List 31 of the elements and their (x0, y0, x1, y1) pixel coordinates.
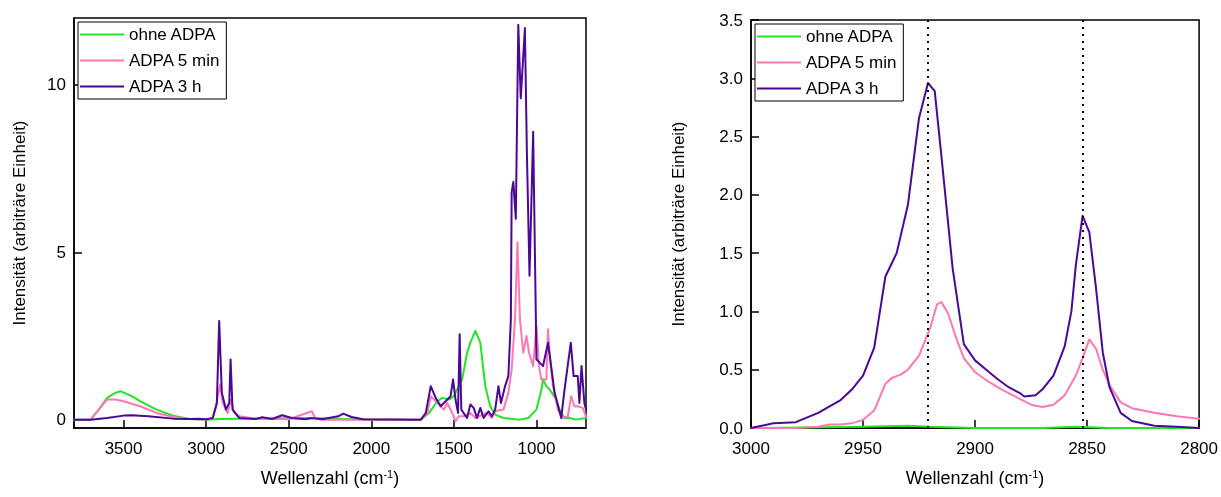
x-tick-label: 1500 (434, 439, 473, 458)
x-tick-label: 2850 (1068, 439, 1106, 458)
legend-label: ADPA 3 h (806, 79, 879, 98)
x-tick-label: 1000 (517, 439, 556, 458)
line-series (73, 23, 587, 421)
y-tick-label: 3.5 (719, 10, 743, 30)
y-tick-label: 0 (56, 410, 66, 430)
x-tick-label: 2000 (352, 439, 391, 458)
x-tick-label: 2900 (956, 439, 994, 458)
y-tick-label: 1.5 (719, 243, 743, 263)
y-axis-title: Intensität (arbiträre Einheit) (669, 121, 688, 327)
x-tick-label: 3500 (104, 439, 143, 458)
legend-label: ohne ADPA (129, 25, 217, 44)
x-tick-label: 2800 (1180, 439, 1218, 458)
x-tick-label: 3000 (732, 439, 770, 458)
legend-label: ADPA 5 min (806, 53, 897, 72)
y-tick-label: 2.0 (719, 185, 743, 205)
y-tick-label: 5 (56, 242, 66, 262)
x-tick-label: 3000 (187, 439, 226, 458)
legend-label: ADPA 5 min (129, 51, 220, 70)
y-tick-label: 1.0 (719, 301, 743, 321)
y-tick-label: 3.0 (719, 68, 743, 88)
y-tick-label: 0.5 (719, 360, 743, 380)
x-tick-label: 2500 (269, 439, 308, 458)
x-tick-label: 2950 (844, 439, 882, 458)
y-tick-label: 2.5 (719, 127, 743, 147)
y-axis-title: Intensität (arbiträre Einheit) (10, 120, 29, 326)
legend-label: ADPA 3 h (129, 77, 202, 96)
y-tick-label: 0.0 (719, 418, 743, 438)
legend-label: ohne ADPA (806, 27, 894, 46)
y-tick-label: 10 (47, 75, 66, 95)
